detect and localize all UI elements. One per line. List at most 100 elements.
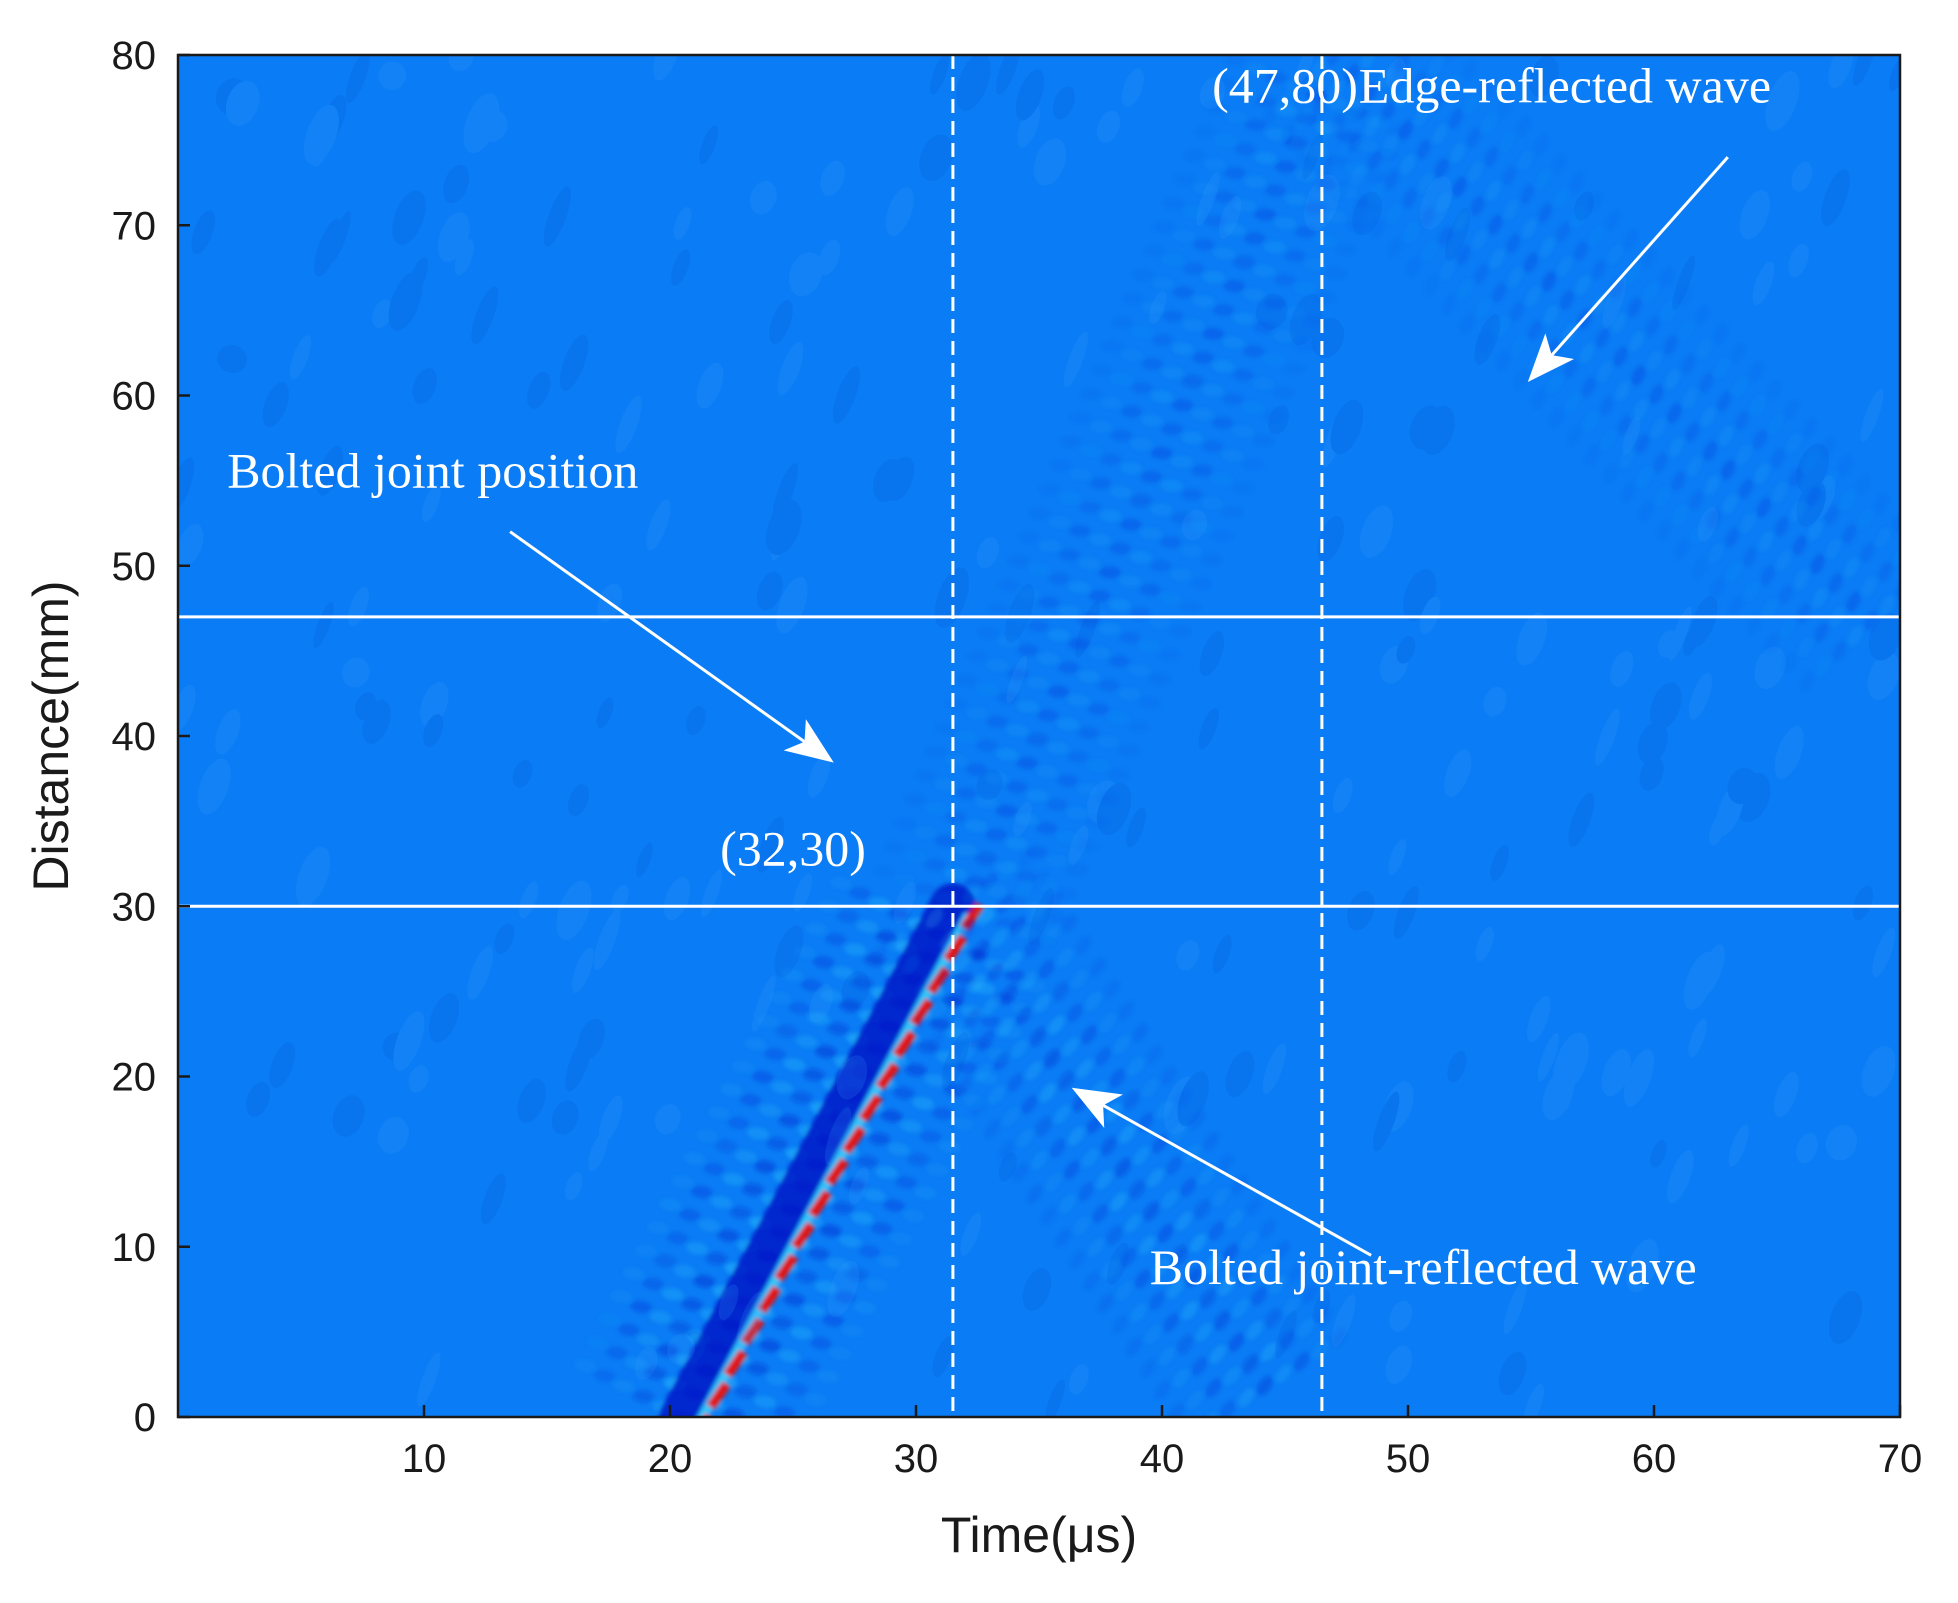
noise-blob xyxy=(1553,1032,1589,1092)
ripple xyxy=(1265,1308,1282,1328)
ripple xyxy=(1062,1037,1079,1057)
ripple xyxy=(837,910,859,923)
noise-blob xyxy=(345,55,370,104)
noise-blob xyxy=(551,1100,579,1135)
noise-blob xyxy=(527,371,551,409)
background-noise xyxy=(178,55,1900,1417)
ripple xyxy=(856,1155,879,1169)
noise-blob xyxy=(1490,845,1509,881)
ripple xyxy=(1170,1122,1187,1142)
ripple xyxy=(839,999,862,1012)
ripple xyxy=(1706,508,1722,530)
ripple xyxy=(1718,425,1734,447)
noise-blob xyxy=(246,1081,271,1117)
noise-blob xyxy=(1421,405,1455,455)
noise-blob xyxy=(407,257,428,299)
ripple xyxy=(1070,969,1088,989)
ripple xyxy=(1907,529,1928,554)
ripple xyxy=(1048,516,1071,529)
ripple xyxy=(1219,1400,1236,1417)
noise-blob xyxy=(1668,606,1692,661)
ripple xyxy=(1279,90,1294,111)
ripple xyxy=(1365,171,1388,184)
ripple xyxy=(1222,336,1245,349)
noise-blob xyxy=(1388,839,1407,875)
ripple xyxy=(1151,334,1174,347)
ripple xyxy=(953,971,976,985)
ripple xyxy=(1234,143,1257,156)
ripple xyxy=(1480,78,1495,99)
ripple xyxy=(1190,577,1213,590)
ripple xyxy=(1579,342,1595,364)
ripple xyxy=(1740,512,1756,533)
ripple xyxy=(1001,983,1018,1003)
ripple xyxy=(1016,757,1039,770)
ripple xyxy=(1242,401,1265,414)
noise-blob xyxy=(1639,756,1664,791)
noise-blob xyxy=(1006,655,1028,704)
ripple xyxy=(1109,485,1132,499)
ripple xyxy=(1264,184,1287,197)
ripple xyxy=(895,1176,918,1189)
ripple xyxy=(1814,621,1829,643)
ripple xyxy=(1430,89,1445,111)
ripple xyxy=(1200,497,1223,510)
ripple xyxy=(1708,542,1724,564)
ripple xyxy=(729,1440,752,1455)
ripple xyxy=(875,1166,898,1179)
ripple xyxy=(1103,979,1120,999)
noise-blob xyxy=(289,335,312,380)
wave-incident xyxy=(574,876,1047,1455)
ripple xyxy=(887,1143,910,1156)
ripple xyxy=(1260,1342,1278,1362)
ripple xyxy=(1756,497,1772,518)
noise-blob xyxy=(215,709,241,755)
amplitude-peak xyxy=(757,1285,782,1314)
noise-blob xyxy=(262,382,289,428)
noise-blob xyxy=(382,1032,412,1062)
annotation-arrow xyxy=(1071,1087,1372,1257)
noise-blob xyxy=(1709,813,1727,846)
ripple xyxy=(1121,349,1144,362)
ripple xyxy=(1464,93,1479,115)
noise-blob xyxy=(1199,631,1225,677)
amplitude-peak xyxy=(892,1029,917,1059)
ripple xyxy=(924,858,947,871)
noise-blob xyxy=(1379,645,1409,684)
ripple xyxy=(1674,538,1690,560)
noise-blob xyxy=(1796,1133,1818,1164)
ripple xyxy=(1688,489,1704,511)
noise-blob xyxy=(1739,189,1771,240)
ripple xyxy=(1324,267,1347,280)
ripple xyxy=(1047,685,1070,698)
ripple xyxy=(995,861,1018,874)
ripple xyxy=(1016,700,1039,713)
ripple xyxy=(1223,279,1246,293)
noise-blob xyxy=(1028,887,1054,946)
ripple xyxy=(1246,1320,1263,1340)
ripple xyxy=(997,1017,1014,1037)
ripple xyxy=(1283,306,1306,319)
ripple xyxy=(1209,1344,1227,1364)
ripple xyxy=(1398,120,1414,141)
noise-blob xyxy=(1697,506,1718,542)
ripple xyxy=(1127,1056,1144,1076)
ripple xyxy=(851,1212,874,1225)
ripple xyxy=(1372,0,1393,22)
ripple xyxy=(1037,596,1060,609)
amplitude-peak xyxy=(824,1157,850,1187)
ripple xyxy=(1736,444,1752,465)
ripple xyxy=(1096,1170,1113,1190)
ripple xyxy=(1161,366,1184,379)
ripple xyxy=(1069,1249,1086,1269)
ripple xyxy=(1120,462,1143,475)
ripple xyxy=(1039,1083,1056,1103)
ripple xyxy=(1083,1271,1100,1291)
noise-blob xyxy=(1889,57,1900,92)
ripple xyxy=(1161,1189,1178,1209)
ripple xyxy=(1119,1124,1136,1144)
noise-blob xyxy=(316,446,344,496)
ripple xyxy=(1484,146,1499,167)
ripple xyxy=(1253,264,1276,277)
ripple xyxy=(1089,477,1112,490)
